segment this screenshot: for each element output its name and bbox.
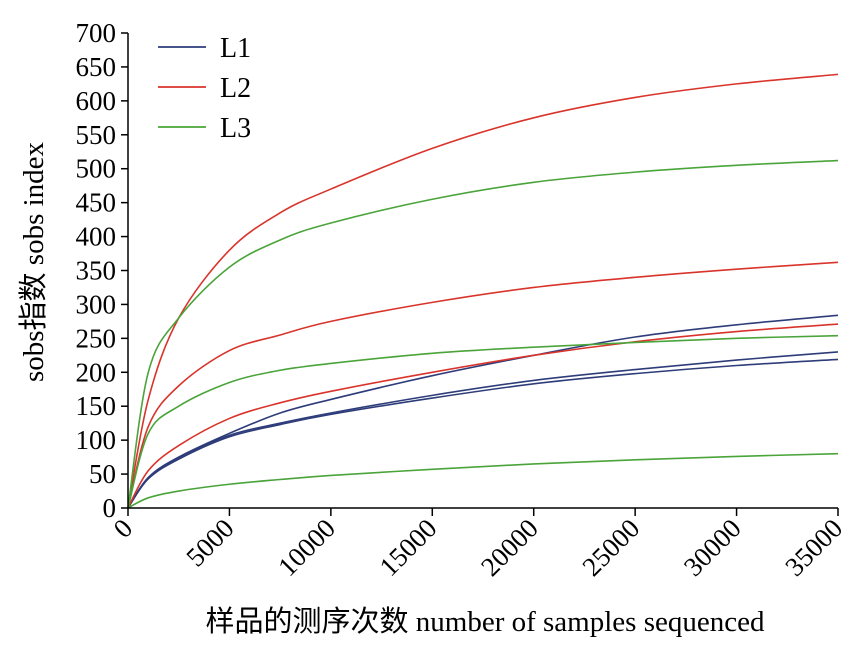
y-tick-label: 150 <box>76 391 117 421</box>
legend: L1 L2 L3 <box>158 33 251 144</box>
x-tick-label: 10000 <box>272 513 341 582</box>
x-tick-label: 30000 <box>678 513 747 582</box>
y-tick-label: 100 <box>76 425 117 455</box>
y-tick-label: 200 <box>76 357 117 387</box>
y-axis-title: sobs指数 sobs index <box>17 141 50 382</box>
x-tick-label: 25000 <box>576 513 645 582</box>
y-tick-label: 650 <box>76 52 117 82</box>
legend-label-l1: L1 <box>220 33 251 64</box>
series-line-l3-7 <box>127 159 839 509</box>
series-line-l3-8 <box>127 334 839 509</box>
y-tick-label: 500 <box>76 154 117 184</box>
series-line-l2-5 <box>127 261 839 509</box>
series-line-l1-3 <box>127 351 839 509</box>
series-line-l2-4 <box>127 73 839 509</box>
plot-series <box>127 73 839 509</box>
x-tick-label: 35000 <box>779 513 848 582</box>
y-tick-label: 350 <box>76 256 117 286</box>
series-line-l2-6 <box>127 323 839 509</box>
y-tick-label: 300 <box>76 289 117 319</box>
x-tick-label: 15000 <box>374 513 443 582</box>
legend-label-l3: L3 <box>220 113 251 144</box>
x-ticks: 0 5000 10000 15000 20000 25000 30000 35000 <box>107 508 848 582</box>
y-tick-label: 550 <box>76 120 117 150</box>
y-tick-label: 400 <box>76 222 117 252</box>
x-axis-title: 样品的测序次数 number of samples sequenced <box>206 605 765 638</box>
y-tick-label: 0 <box>103 493 117 523</box>
series-line-l3-9 <box>127 452 839 509</box>
y-tick-label: 450 <box>76 188 117 218</box>
axes: 0 5000 10000 15000 20000 25000 30000 35000 0 50 1… <box>76 18 849 582</box>
x-tick-label: 20000 <box>475 513 544 582</box>
series-line-l1-1 <box>127 314 839 509</box>
x-tick-label: 5000 <box>180 513 239 572</box>
y-tick-label: 600 <box>76 86 117 116</box>
legend-label-l2: L2 <box>220 73 251 104</box>
y-tick-label: 250 <box>76 323 117 353</box>
y-tick-label: 50 <box>89 459 116 489</box>
y-tick-label: 700 <box>76 18 117 48</box>
